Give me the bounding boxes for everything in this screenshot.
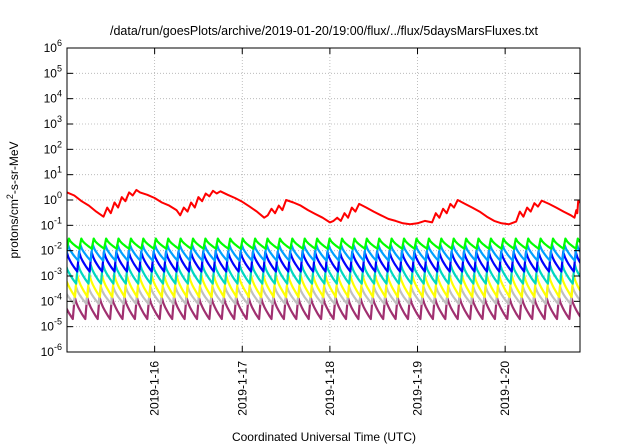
- y-tick-exponent: -1: [54, 215, 62, 225]
- y-tick-base: 10: [44, 168, 58, 182]
- series-line: [67, 237, 580, 250]
- y-axis-label-main: protons/cm: [7, 199, 21, 258]
- y-axis-label-superscript: 2: [5, 194, 15, 199]
- y-tick-label: 105: [44, 63, 62, 80]
- y-tick-label: 100: [44, 190, 62, 207]
- axis-ticks: 10-610-510-410-310-210-11001011021031041…: [41, 38, 580, 416]
- y-tick-base: 10: [44, 193, 58, 207]
- y-tick-label: 10-6: [41, 342, 62, 359]
- y-tick-label: 104: [44, 89, 62, 106]
- x-tick-label: 2019-1-20: [498, 361, 512, 416]
- series-line: [67, 272, 580, 298]
- x-tick-label: 2019-1-17: [235, 361, 249, 416]
- y-tick-label: 10-1: [41, 215, 62, 232]
- y-tick-base: 10: [44, 142, 58, 156]
- y-tick-exponent: 0: [57, 190, 62, 200]
- grid: [67, 48, 580, 352]
- y-tick-exponent: 1: [57, 165, 62, 175]
- y-tick-base: 10: [44, 41, 58, 55]
- y-tick-exponent: 5: [57, 63, 62, 73]
- y-tick-exponent: -5: [54, 317, 62, 327]
- x-tick-label: 2019-1-19: [411, 361, 425, 416]
- y-tick-label: 10-3: [41, 266, 62, 283]
- y-tick-label: 103: [44, 114, 62, 131]
- y-tick-exponent: 2: [57, 139, 62, 149]
- y-tick-label: 10-5: [41, 317, 62, 334]
- plot-area: [67, 188, 580, 321]
- series-line: [67, 243, 580, 262]
- x-tick-label: 2019-1-18: [323, 361, 337, 416]
- y-tick-label: 101: [44, 165, 62, 182]
- y-tick-base: 10: [44, 92, 58, 106]
- series-line: [67, 188, 580, 226]
- y-tick-base: 10: [41, 244, 55, 258]
- series-line: [67, 295, 580, 321]
- series-line: [67, 250, 580, 273]
- y-tick-label: 106: [44, 38, 62, 55]
- x-axis-label: Coordinated Universal Time (UTC): [232, 430, 416, 444]
- x-tick-label: 2019-1-16: [148, 361, 162, 416]
- y-tick-base: 10: [41, 269, 55, 283]
- chart-title: /data/run/goesPlots/archive/2019-01-20/1…: [110, 24, 539, 38]
- y-tick-exponent: -2: [54, 241, 62, 251]
- y-axis-label-units: -s-sr-MeV: [7, 141, 21, 194]
- y-tick-exponent: 6: [57, 38, 62, 48]
- y-tick-label: 10-4: [41, 291, 62, 308]
- y-tick-label: 10-2: [41, 241, 62, 258]
- y-tick-base: 10: [41, 218, 55, 232]
- y-tick-base: 10: [41, 320, 55, 334]
- y-tick-exponent: -6: [54, 342, 62, 352]
- series-line: [67, 262, 580, 285]
- y-tick-label: 102: [44, 139, 62, 156]
- y-tick-base: 10: [41, 345, 55, 359]
- plot-frame: [66, 47, 581, 353]
- y-tick-exponent: 3: [57, 114, 62, 124]
- y-tick-base: 10: [41, 294, 55, 308]
- y-axis-label: protons/cm2-s-sr-MeV: [5, 141, 21, 258]
- y-tick-exponent: 4: [57, 89, 62, 99]
- y-tick-base: 10: [44, 66, 58, 80]
- y-tick-exponent: -4: [54, 291, 62, 301]
- y-tick-exponent: -3: [54, 266, 62, 276]
- y-tick-base: 10: [44, 117, 58, 131]
